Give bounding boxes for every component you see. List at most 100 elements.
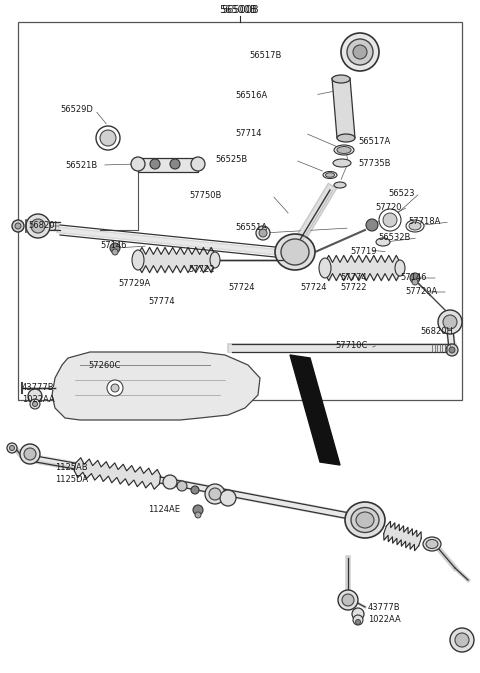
Text: 57260C: 57260C: [88, 361, 120, 369]
Ellipse shape: [319, 258, 331, 278]
Text: 57720: 57720: [375, 203, 401, 211]
Ellipse shape: [191, 157, 205, 171]
Text: 57729A: 57729A: [118, 279, 150, 289]
Circle shape: [455, 633, 469, 647]
Text: 57735B: 57735B: [358, 159, 391, 168]
Circle shape: [177, 481, 187, 491]
Circle shape: [220, 490, 236, 506]
Circle shape: [7, 443, 17, 453]
Ellipse shape: [406, 220, 424, 232]
Circle shape: [28, 389, 42, 403]
Ellipse shape: [334, 182, 346, 188]
Text: 56820J: 56820J: [28, 221, 57, 230]
Bar: [18, 22, 462, 400]
Circle shape: [205, 484, 225, 504]
Text: 57710C: 57710C: [335, 341, 367, 349]
Ellipse shape: [325, 173, 335, 177]
Circle shape: [111, 384, 119, 392]
Circle shape: [100, 130, 116, 146]
Text: 57719: 57719: [350, 248, 376, 256]
Ellipse shape: [341, 33, 379, 71]
Circle shape: [26, 214, 50, 238]
Text: 57146: 57146: [400, 273, 427, 283]
Ellipse shape: [334, 145, 354, 155]
Text: 57774: 57774: [148, 297, 175, 306]
Circle shape: [410, 273, 420, 283]
Circle shape: [10, 446, 14, 450]
Polygon shape: [384, 522, 421, 551]
Text: 56516A: 56516A: [236, 90, 268, 100]
Text: 56517A: 56517A: [358, 137, 390, 147]
Circle shape: [193, 505, 203, 515]
Circle shape: [163, 475, 177, 489]
Circle shape: [366, 219, 378, 231]
Circle shape: [356, 620, 360, 625]
Ellipse shape: [347, 39, 373, 65]
Text: 57714: 57714: [236, 129, 262, 137]
Circle shape: [195, 512, 201, 518]
Circle shape: [20, 444, 40, 464]
Circle shape: [31, 219, 45, 233]
Circle shape: [353, 615, 363, 625]
Circle shape: [438, 310, 462, 334]
Circle shape: [110, 243, 120, 253]
Circle shape: [24, 448, 36, 460]
Circle shape: [33, 402, 37, 406]
Circle shape: [443, 315, 457, 329]
Text: 56551A: 56551A: [236, 223, 268, 232]
Circle shape: [30, 399, 40, 409]
Circle shape: [191, 486, 199, 494]
Text: 56521B: 56521B: [65, 160, 97, 170]
Text: 56529D: 56529D: [60, 106, 93, 114]
Ellipse shape: [409, 222, 421, 230]
Circle shape: [96, 126, 120, 150]
Text: 56820H: 56820H: [420, 328, 453, 336]
Circle shape: [256, 226, 270, 240]
Ellipse shape: [395, 260, 405, 276]
Text: 56532B: 56532B: [378, 234, 410, 242]
Polygon shape: [74, 458, 161, 489]
Ellipse shape: [345, 502, 385, 538]
Bar: [138, 158, 198, 172]
Ellipse shape: [132, 250, 144, 270]
Polygon shape: [332, 78, 355, 138]
Text: 56523: 56523: [388, 188, 415, 197]
Ellipse shape: [351, 507, 379, 532]
Ellipse shape: [337, 147, 351, 153]
Text: 57724: 57724: [300, 283, 326, 293]
Circle shape: [450, 628, 474, 652]
Text: 57146: 57146: [100, 242, 127, 250]
Text: 57718A: 57718A: [408, 217, 440, 227]
Ellipse shape: [332, 75, 350, 83]
Circle shape: [412, 279, 418, 285]
Ellipse shape: [131, 157, 145, 171]
Ellipse shape: [353, 45, 367, 59]
Text: 57729A: 57729A: [405, 287, 437, 297]
Text: 56500B: 56500B: [221, 5, 259, 15]
Circle shape: [449, 347, 455, 353]
Circle shape: [112, 249, 118, 255]
Text: 57722: 57722: [340, 283, 367, 293]
Circle shape: [107, 380, 123, 396]
PathPatch shape: [52, 352, 260, 420]
Circle shape: [259, 229, 267, 237]
Circle shape: [209, 488, 221, 500]
Ellipse shape: [423, 537, 441, 551]
Ellipse shape: [333, 159, 351, 167]
Ellipse shape: [356, 512, 374, 528]
Ellipse shape: [323, 172, 337, 178]
Ellipse shape: [210, 252, 220, 268]
Text: 1124AE: 1124AE: [148, 505, 180, 514]
Text: 57750B: 57750B: [190, 190, 222, 199]
Polygon shape: [290, 355, 340, 465]
Text: 43777B: 43777B: [368, 604, 401, 612]
Text: 1125DA: 1125DA: [55, 476, 88, 485]
Text: 56525B: 56525B: [216, 155, 248, 164]
Circle shape: [352, 608, 364, 620]
Ellipse shape: [376, 238, 390, 246]
Text: 1022AA: 1022AA: [22, 396, 55, 404]
Ellipse shape: [337, 134, 355, 142]
Circle shape: [383, 213, 397, 227]
Ellipse shape: [426, 540, 438, 548]
Circle shape: [446, 344, 458, 356]
